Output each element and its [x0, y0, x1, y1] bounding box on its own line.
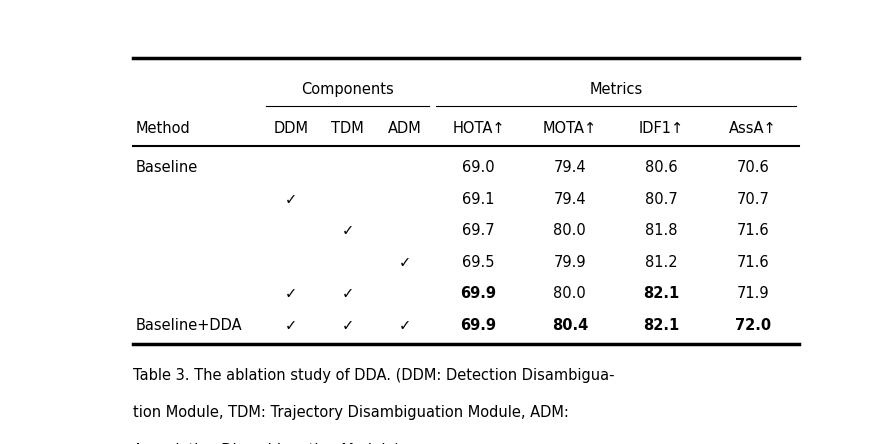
- Text: 80.4: 80.4: [552, 317, 588, 333]
- Text: IDF1↑: IDF1↑: [639, 121, 684, 136]
- Text: ADM: ADM: [388, 121, 421, 136]
- Text: Components: Components: [301, 82, 394, 97]
- Text: Method: Method: [135, 121, 190, 136]
- Text: ✓: ✓: [341, 286, 354, 301]
- Text: Baseline: Baseline: [135, 160, 198, 175]
- Text: ✓: ✓: [285, 317, 297, 333]
- Text: ✓: ✓: [399, 255, 410, 270]
- Text: HOTA↑: HOTA↑: [452, 121, 504, 136]
- Text: Baseline+DDA: Baseline+DDA: [135, 317, 242, 333]
- Text: DDM: DDM: [273, 121, 308, 136]
- Text: ✓: ✓: [285, 192, 297, 207]
- Text: 70.6: 70.6: [737, 160, 770, 175]
- Text: 80.6: 80.6: [645, 160, 677, 175]
- Text: TDM: TDM: [332, 121, 364, 136]
- Text: MOTA↑: MOTA↑: [543, 121, 597, 136]
- Text: 82.1: 82.1: [643, 286, 679, 301]
- Text: 69.1: 69.1: [462, 192, 495, 207]
- Text: ✓: ✓: [341, 317, 354, 333]
- Text: 69.5: 69.5: [462, 255, 495, 270]
- Text: ✓: ✓: [341, 223, 354, 238]
- Text: 69.7: 69.7: [462, 223, 495, 238]
- Text: 71.9: 71.9: [737, 286, 770, 301]
- Text: Metrics: Metrics: [590, 82, 642, 97]
- Text: 79.9: 79.9: [554, 255, 586, 270]
- Text: 71.6: 71.6: [737, 223, 770, 238]
- Text: 79.4: 79.4: [554, 160, 586, 175]
- Text: AssA↑: AssA↑: [729, 121, 777, 136]
- Text: 81.2: 81.2: [645, 255, 677, 270]
- Text: Association Disambiguation Module): Association Disambiguation Module): [133, 443, 400, 444]
- Text: 71.6: 71.6: [737, 255, 770, 270]
- Text: 80.7: 80.7: [645, 192, 677, 207]
- Text: 81.8: 81.8: [645, 223, 677, 238]
- Text: 80.0: 80.0: [554, 223, 586, 238]
- Text: 70.7: 70.7: [737, 192, 770, 207]
- Text: 69.0: 69.0: [462, 160, 495, 175]
- Text: 79.4: 79.4: [554, 192, 586, 207]
- Text: ✓: ✓: [399, 317, 410, 333]
- Text: 80.0: 80.0: [554, 286, 586, 301]
- Text: tion Module, TDM: Trajectory Disambiguation Module, ADM:: tion Module, TDM: Trajectory Disambiguat…: [133, 405, 569, 420]
- Text: 69.9: 69.9: [461, 286, 496, 301]
- Text: ✓: ✓: [285, 286, 297, 301]
- Text: 69.9: 69.9: [461, 317, 496, 333]
- Text: 82.1: 82.1: [643, 317, 679, 333]
- Text: 72.0: 72.0: [735, 317, 771, 333]
- Text: Table 3. The ablation study of DDA. (DDM: Detection Disambigua-: Table 3. The ablation study of DDA. (DDM…: [133, 368, 615, 383]
